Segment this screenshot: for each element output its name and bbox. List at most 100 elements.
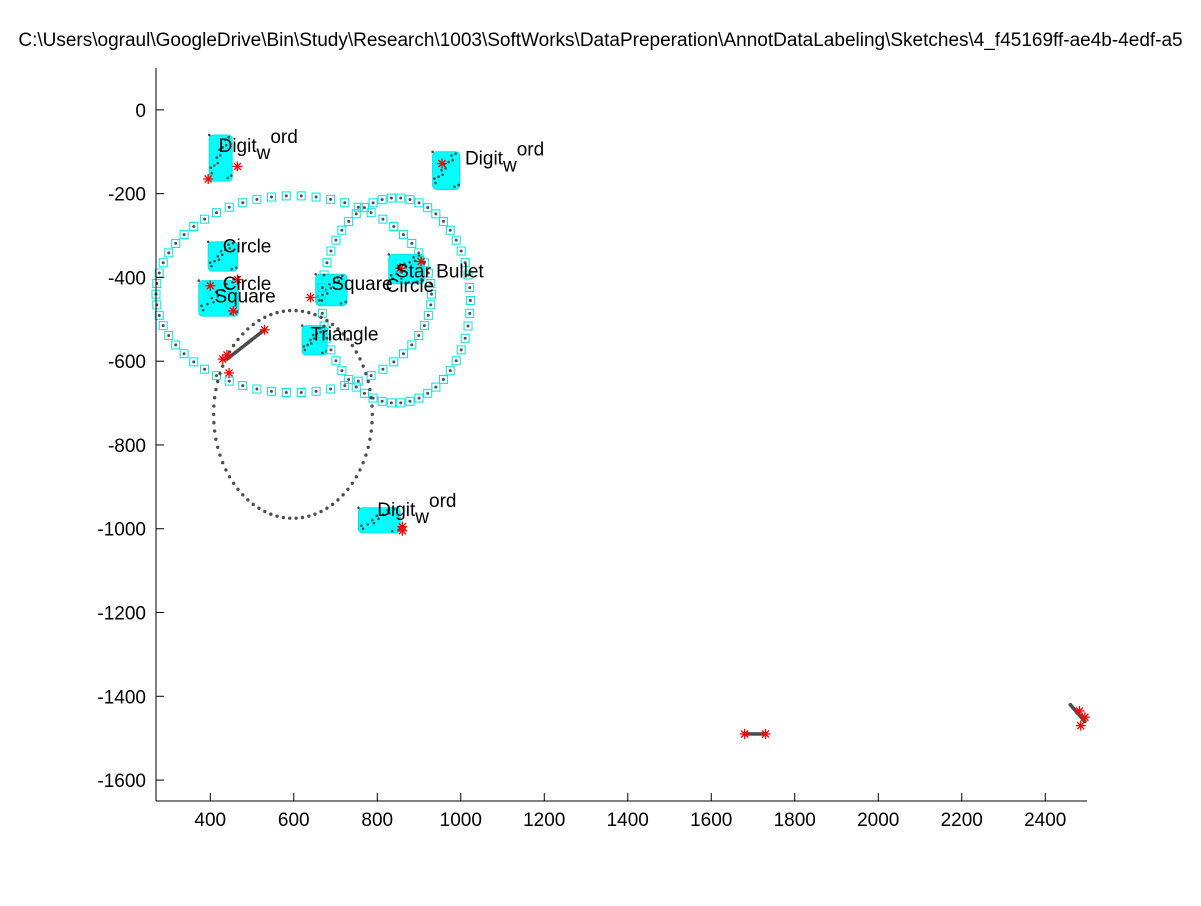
big-circle-point [356, 205, 360, 209]
big-circle-marker [378, 214, 388, 224]
chart-title: C:\Users\ograul\GoogleDrive\Bin\Study\Re… [18, 30, 1183, 51]
ellipse-point [288, 516, 292, 520]
right-circle-marker [322, 333, 332, 343]
star-marker [228, 305, 239, 316]
big-circle-marker [179, 230, 189, 240]
right-circle-point [320, 298, 324, 302]
big-circle-point [392, 360, 396, 364]
star-stroke [398, 526, 407, 535]
right-circle-marker [456, 345, 466, 355]
cluster-point [234, 266, 238, 269]
big-circle-point [417, 334, 421, 338]
star-stroke [233, 162, 242, 171]
cluster-point [218, 153, 222, 157]
big-circle-point [284, 390, 288, 394]
big-circle-point [314, 195, 318, 199]
star-marker [1075, 720, 1086, 731]
ellipse-point [364, 453, 368, 457]
big-circle-marker [423, 268, 433, 278]
ellipse-point [251, 322, 255, 327]
big-circle-marker [389, 357, 399, 367]
big-circle-marker [200, 364, 210, 374]
ellipse-point [215, 445, 220, 449]
big-circle-point [429, 282, 433, 286]
big-circle-point [167, 251, 171, 255]
cluster-point [306, 343, 309, 347]
right-circle-marker [326, 345, 336, 355]
ellipse-point [313, 312, 317, 317]
cluster-point [341, 274, 344, 278]
ellipse-point [300, 515, 305, 520]
cluster-point [225, 282, 228, 286]
cluster-point [226, 176, 230, 180]
right-circle-marker [405, 396, 415, 406]
big-circle-marker [238, 198, 248, 208]
cluster-point [231, 241, 235, 245]
right-circle-point [399, 401, 403, 405]
cluster-point [217, 258, 221, 262]
cluster-point [206, 240, 210, 244]
star-marker [1074, 705, 1085, 716]
y-tick-label: -600 [108, 352, 146, 373]
big-circle-point [192, 360, 196, 364]
ellipse-point [263, 315, 267, 319]
annotation-superscript: ord [429, 491, 456, 512]
cluster-point [372, 521, 376, 525]
ellipse-point [361, 364, 365, 368]
ellipse-point [212, 396, 217, 400]
right-circle-point [325, 261, 329, 265]
cluster-point [433, 177, 436, 180]
data-layer [151, 133, 1090, 739]
ellipse-point [218, 453, 222, 457]
x-tick-label: 2200 [941, 810, 983, 831]
big-circle-marker [378, 364, 388, 374]
annotation-text: Star Bullet [396, 261, 484, 282]
big-circle-marker [426, 279, 436, 289]
star-stroke [417, 257, 426, 266]
big-circle-marker [419, 321, 429, 331]
right-circle-point [329, 249, 333, 253]
big-circle-marker [200, 214, 210, 224]
right-circle-point [454, 359, 458, 363]
cluster-point [370, 518, 374, 522]
right-circle-point [334, 359, 338, 363]
cluster-point [309, 338, 312, 342]
right-circle-point [434, 385, 438, 389]
cluster-point [377, 517, 380, 521]
cluster-point [216, 161, 220, 165]
right-circle-point [408, 399, 412, 403]
cluster-point [387, 253, 391, 256]
ellipse-point [241, 332, 245, 336]
ellipse-point [231, 343, 236, 348]
right-circle-marker [431, 382, 441, 392]
big-circle-marker [414, 248, 424, 258]
ellipse-point [350, 481, 355, 485]
cluster-point [450, 154, 453, 157]
cluster-point [329, 286, 333, 290]
big-circle-point [167, 334, 171, 338]
cluster-point [416, 280, 419, 283]
right-circle-point [466, 324, 470, 328]
big-circle-point [430, 292, 434, 296]
annotation-text: Circle [223, 236, 272, 257]
x-tick-label: 1400 [607, 810, 649, 831]
x-tick-label: 1000 [440, 810, 482, 831]
right-circle-point [417, 396, 421, 400]
big-circle-marker [398, 230, 408, 240]
star-stroke [1076, 721, 1085, 730]
ellipse-point [275, 514, 279, 518]
right-circle-marker [331, 235, 341, 245]
big-circle-point [255, 387, 259, 391]
cluster-point [361, 527, 365, 530]
ellipse-point [220, 364, 225, 368]
big-circle-marker [326, 194, 336, 204]
annotation-label: Square [331, 274, 392, 295]
cluster-point [227, 243, 230, 247]
star-marker [232, 161, 243, 172]
cluster-region [208, 134, 233, 182]
cluster-point [395, 272, 398, 276]
star-marker [259, 324, 270, 335]
big-circle-marker [171, 238, 181, 248]
right-circle-marker [322, 258, 332, 268]
y-tick-label: -1400 [97, 687, 146, 708]
